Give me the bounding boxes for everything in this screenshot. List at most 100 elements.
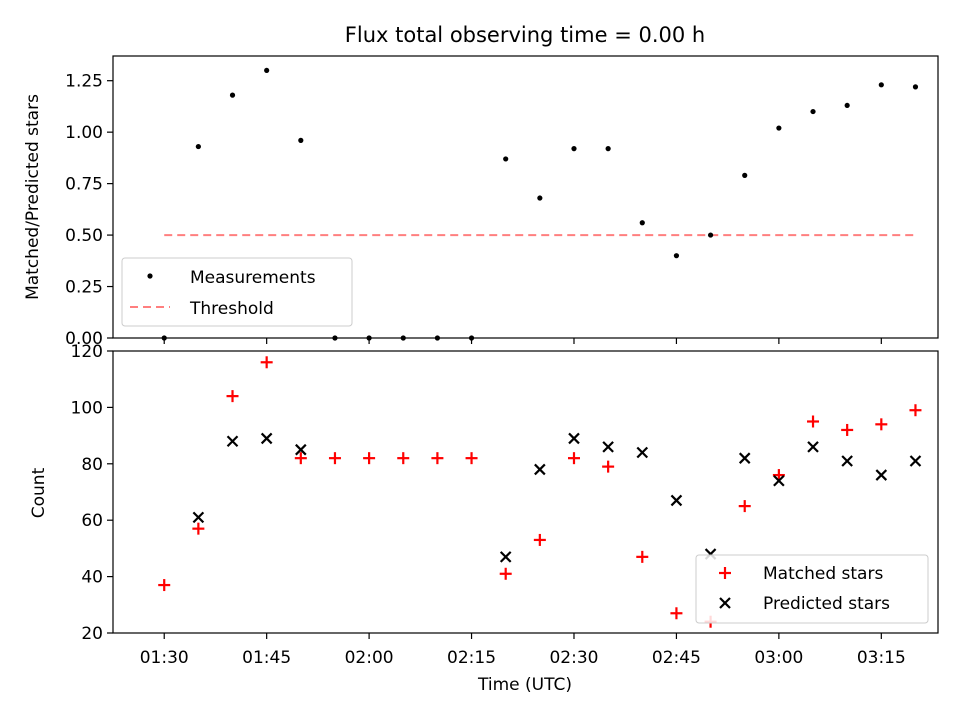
measurement-point <box>776 125 782 131</box>
bottom-x-tick-label: 02:15 <box>447 648 496 668</box>
bottom-y-tick-label: 40 <box>81 568 103 588</box>
matched-star-point <box>397 452 410 465</box>
top-legend: Measurements Threshold <box>121 257 353 327</box>
top-y-tick-label: 0.00 <box>65 329 103 349</box>
matched-star-point <box>875 418 888 431</box>
measurement-point <box>912 84 919 90</box>
bottom-x-ticks: 01:30 01:45 02:00 02:15 02:30 02:45 03:00 03:15 <box>140 633 906 668</box>
measurement-point <box>742 172 748 178</box>
predicted-star-point-b <box>875 469 888 481</box>
bottom-y-tick-label: 80 <box>81 455 103 475</box>
bottom-legend: Matched stars Predicted stars <box>695 554 929 624</box>
bottom-y-ticks: 20 40 60 80 100 120 <box>71 342 113 644</box>
top-legend-box <box>121 257 353 327</box>
bottom-y-tick-label: 100 <box>71 398 103 418</box>
matched-legend-label: Matched stars <box>763 564 883 584</box>
predicted-star-point-b <box>602 441 614 453</box>
predicted-star-point-b <box>568 432 580 445</box>
matched-star-point <box>602 460 615 473</box>
predicted-star-point-b <box>499 551 512 563</box>
predicted-star-point <box>602 441 614 453</box>
predicted-star-point <box>738 452 751 464</box>
matched-star-point <box>807 415 820 428</box>
top-y-tick-label: 1.25 <box>65 72 103 92</box>
bottom-y-tick-label: 20 <box>81 624 103 644</box>
bottom-x-tick-label: 02:00 <box>345 648 394 668</box>
predicted-star-point-b <box>534 463 546 476</box>
matched-star-point <box>192 522 205 535</box>
bottom-panel: 20 40 60 80 100 120 01:30 01:45 02:00 02:15 02:30… <box>29 342 939 695</box>
matched-star-point <box>738 500 751 513</box>
predicted-star-point-b <box>909 455 922 467</box>
matched-star-point <box>294 452 307 465</box>
bottom-x-tick-label: 01:30 <box>140 648 189 668</box>
top-y-tick-label: 0.75 <box>65 175 103 195</box>
predicted-star-point-b <box>738 452 751 464</box>
measurement-point <box>195 143 201 150</box>
top-y-tick-label: 1.00 <box>65 123 103 143</box>
matched-star-point <box>567 452 580 465</box>
top-panel: Flux total observing time = 0.00 h 0.000… <box>23 23 939 349</box>
measurement-point <box>673 253 680 259</box>
bottom-y-tick-label: 120 <box>71 342 103 362</box>
matched-star-point <box>909 404 922 417</box>
predicted-star-point-b <box>226 435 239 448</box>
predicted-legend-label: Predicted stars <box>763 594 890 614</box>
predicted-star-point-b <box>773 474 785 487</box>
matched-legend-marker <box>719 567 731 579</box>
top-plot-frame <box>112 55 939 339</box>
x-axis-label: Time (UTC) <box>477 675 572 695</box>
matched-star-point <box>363 452 376 465</box>
bottom-x-tick-label: 01:45 <box>242 648 291 668</box>
measurements-legend-marker <box>147 273 153 279</box>
predicted-star-point-b <box>807 441 819 453</box>
predicted-star-point <box>499 551 512 563</box>
threshold-legend-label: Threshold <box>189 299 274 319</box>
measurement-point <box>537 195 543 201</box>
matched-star-point <box>772 469 785 482</box>
predicted-star-point <box>807 441 819 453</box>
predicted-star-point-b <box>670 494 683 507</box>
bottom-plot-frame <box>112 350 939 634</box>
predicted-star-point <box>534 463 546 476</box>
chart-title: Flux total observing time = 0.00 h <box>345 23 705 47</box>
measurement-point <box>810 108 816 115</box>
matched-star-point <box>499 567 512 580</box>
predicted-star-point <box>841 455 853 467</box>
bottom-x-tick-label: 02:45 <box>652 648 701 668</box>
bottom-y-tick-label: 60 <box>81 511 103 531</box>
top-y-axis-label: Matched/Predicted stars <box>23 94 43 300</box>
measurement-point <box>229 92 236 98</box>
top-y-tick-label: 0.50 <box>65 226 103 246</box>
predicted-star-point-b <box>841 455 853 467</box>
matched-star-point <box>226 390 239 403</box>
measurement-point <box>264 67 270 74</box>
top-marks <box>161 67 919 341</box>
matched-star-point <box>533 533 546 546</box>
measurement-point <box>878 82 884 88</box>
top-y-tick-label: 0.25 <box>65 278 103 298</box>
matched-star-point <box>841 423 854 436</box>
matched-star-point <box>158 579 171 592</box>
measurement-point <box>503 156 509 162</box>
predicted-star-point <box>260 432 273 445</box>
top-y-ticks: 0.00 0.25 0.50 0.75 1.00 1.25 <box>65 72 113 349</box>
top-x-ticks <box>163 338 882 344</box>
predicted-star-point-b <box>295 443 307 456</box>
predicted-star-point-b <box>260 432 273 445</box>
bottom-marks <box>158 356 922 628</box>
predicted-star-point <box>295 443 307 456</box>
matched-star-point <box>328 452 341 465</box>
predicted-star-point <box>670 494 683 507</box>
predicted-star-point <box>226 435 239 448</box>
matched-star-point <box>465 452 478 465</box>
measurement-point <box>707 232 714 238</box>
matched-star-point <box>670 607 683 620</box>
bottom-x-tick-label: 02:30 <box>549 648 598 668</box>
bottom-x-tick-label: 03:00 <box>754 648 803 668</box>
predicted-star-point <box>909 455 922 467</box>
predicted-legend-marker <box>719 597 731 609</box>
predicted-star-point <box>568 432 580 445</box>
measurement-point <box>844 102 850 109</box>
